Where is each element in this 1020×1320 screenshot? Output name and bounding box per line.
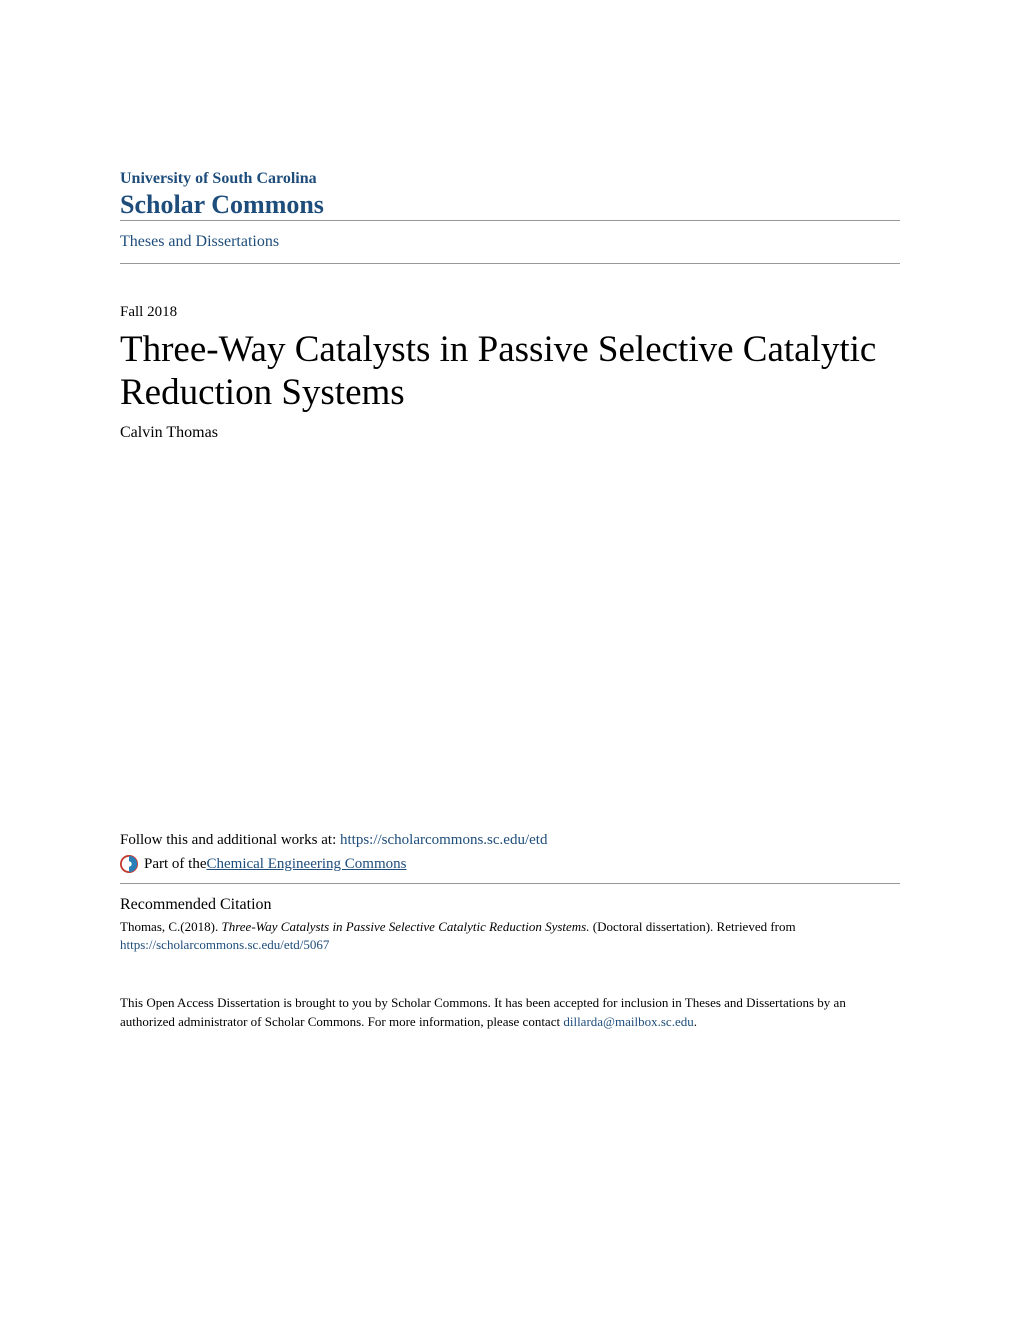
contact-email-link[interactable]: dillarda@mailbox.sc.edu	[563, 1014, 693, 1029]
footer-text-before: This Open Access Dissertation is brought…	[120, 995, 846, 1028]
collection-link[interactable]: Theses and Dissertations	[120, 233, 279, 250]
document-page: University of South Carolina Scholar Com…	[0, 0, 1020, 1320]
repository-link[interactable]: Scholar Commons	[120, 190, 324, 219]
follow-prefix: Follow this and additional works at:	[120, 832, 340, 848]
institution-name: University of South Carolina	[120, 170, 900, 188]
citation-body: Thomas, C.(2018). Three-Way Catalysts in…	[120, 918, 900, 954]
follow-url-link[interactable]: https://scholarcommons.sc.edu/etd	[340, 832, 547, 848]
partof-prefix: Part of the	[144, 856, 206, 873]
network-icon	[120, 855, 138, 873]
divider-citation	[120, 883, 900, 884]
divider-breadcrumb	[120, 263, 900, 264]
document-title: Three-Way Catalysts in Passive Selective…	[120, 329, 900, 414]
discipline-link[interactable]: Chemical Engineering Commons	[206, 856, 406, 873]
footer-statement: This Open Access Dissertation is brought…	[120, 994, 900, 1030]
citation-author-year: Thomas, C.(2018).	[120, 919, 221, 934]
author-name: Calvin Thomas	[120, 424, 900, 442]
follow-works-row: Follow this and additional works at: htt…	[120, 832, 900, 849]
part-of-row: Part of the Chemical Engineering Commons	[120, 855, 900, 873]
publication-date: Fall 2018	[120, 304, 900, 321]
citation-heading: Recommended Citation	[120, 896, 900, 914]
citation-suffix: (Doctoral dissertation). Retrieved from	[589, 919, 795, 934]
citation-title-italic: Three-Way Catalysts in Passive Selective…	[221, 919, 589, 934]
content-spacer	[120, 442, 900, 832]
footer-text-after: .	[694, 1014, 697, 1029]
citation-url-link[interactable]: https://scholarcommons.sc.edu/etd/5067	[120, 937, 329, 952]
breadcrumb: Theses and Dissertations	[120, 221, 900, 263]
